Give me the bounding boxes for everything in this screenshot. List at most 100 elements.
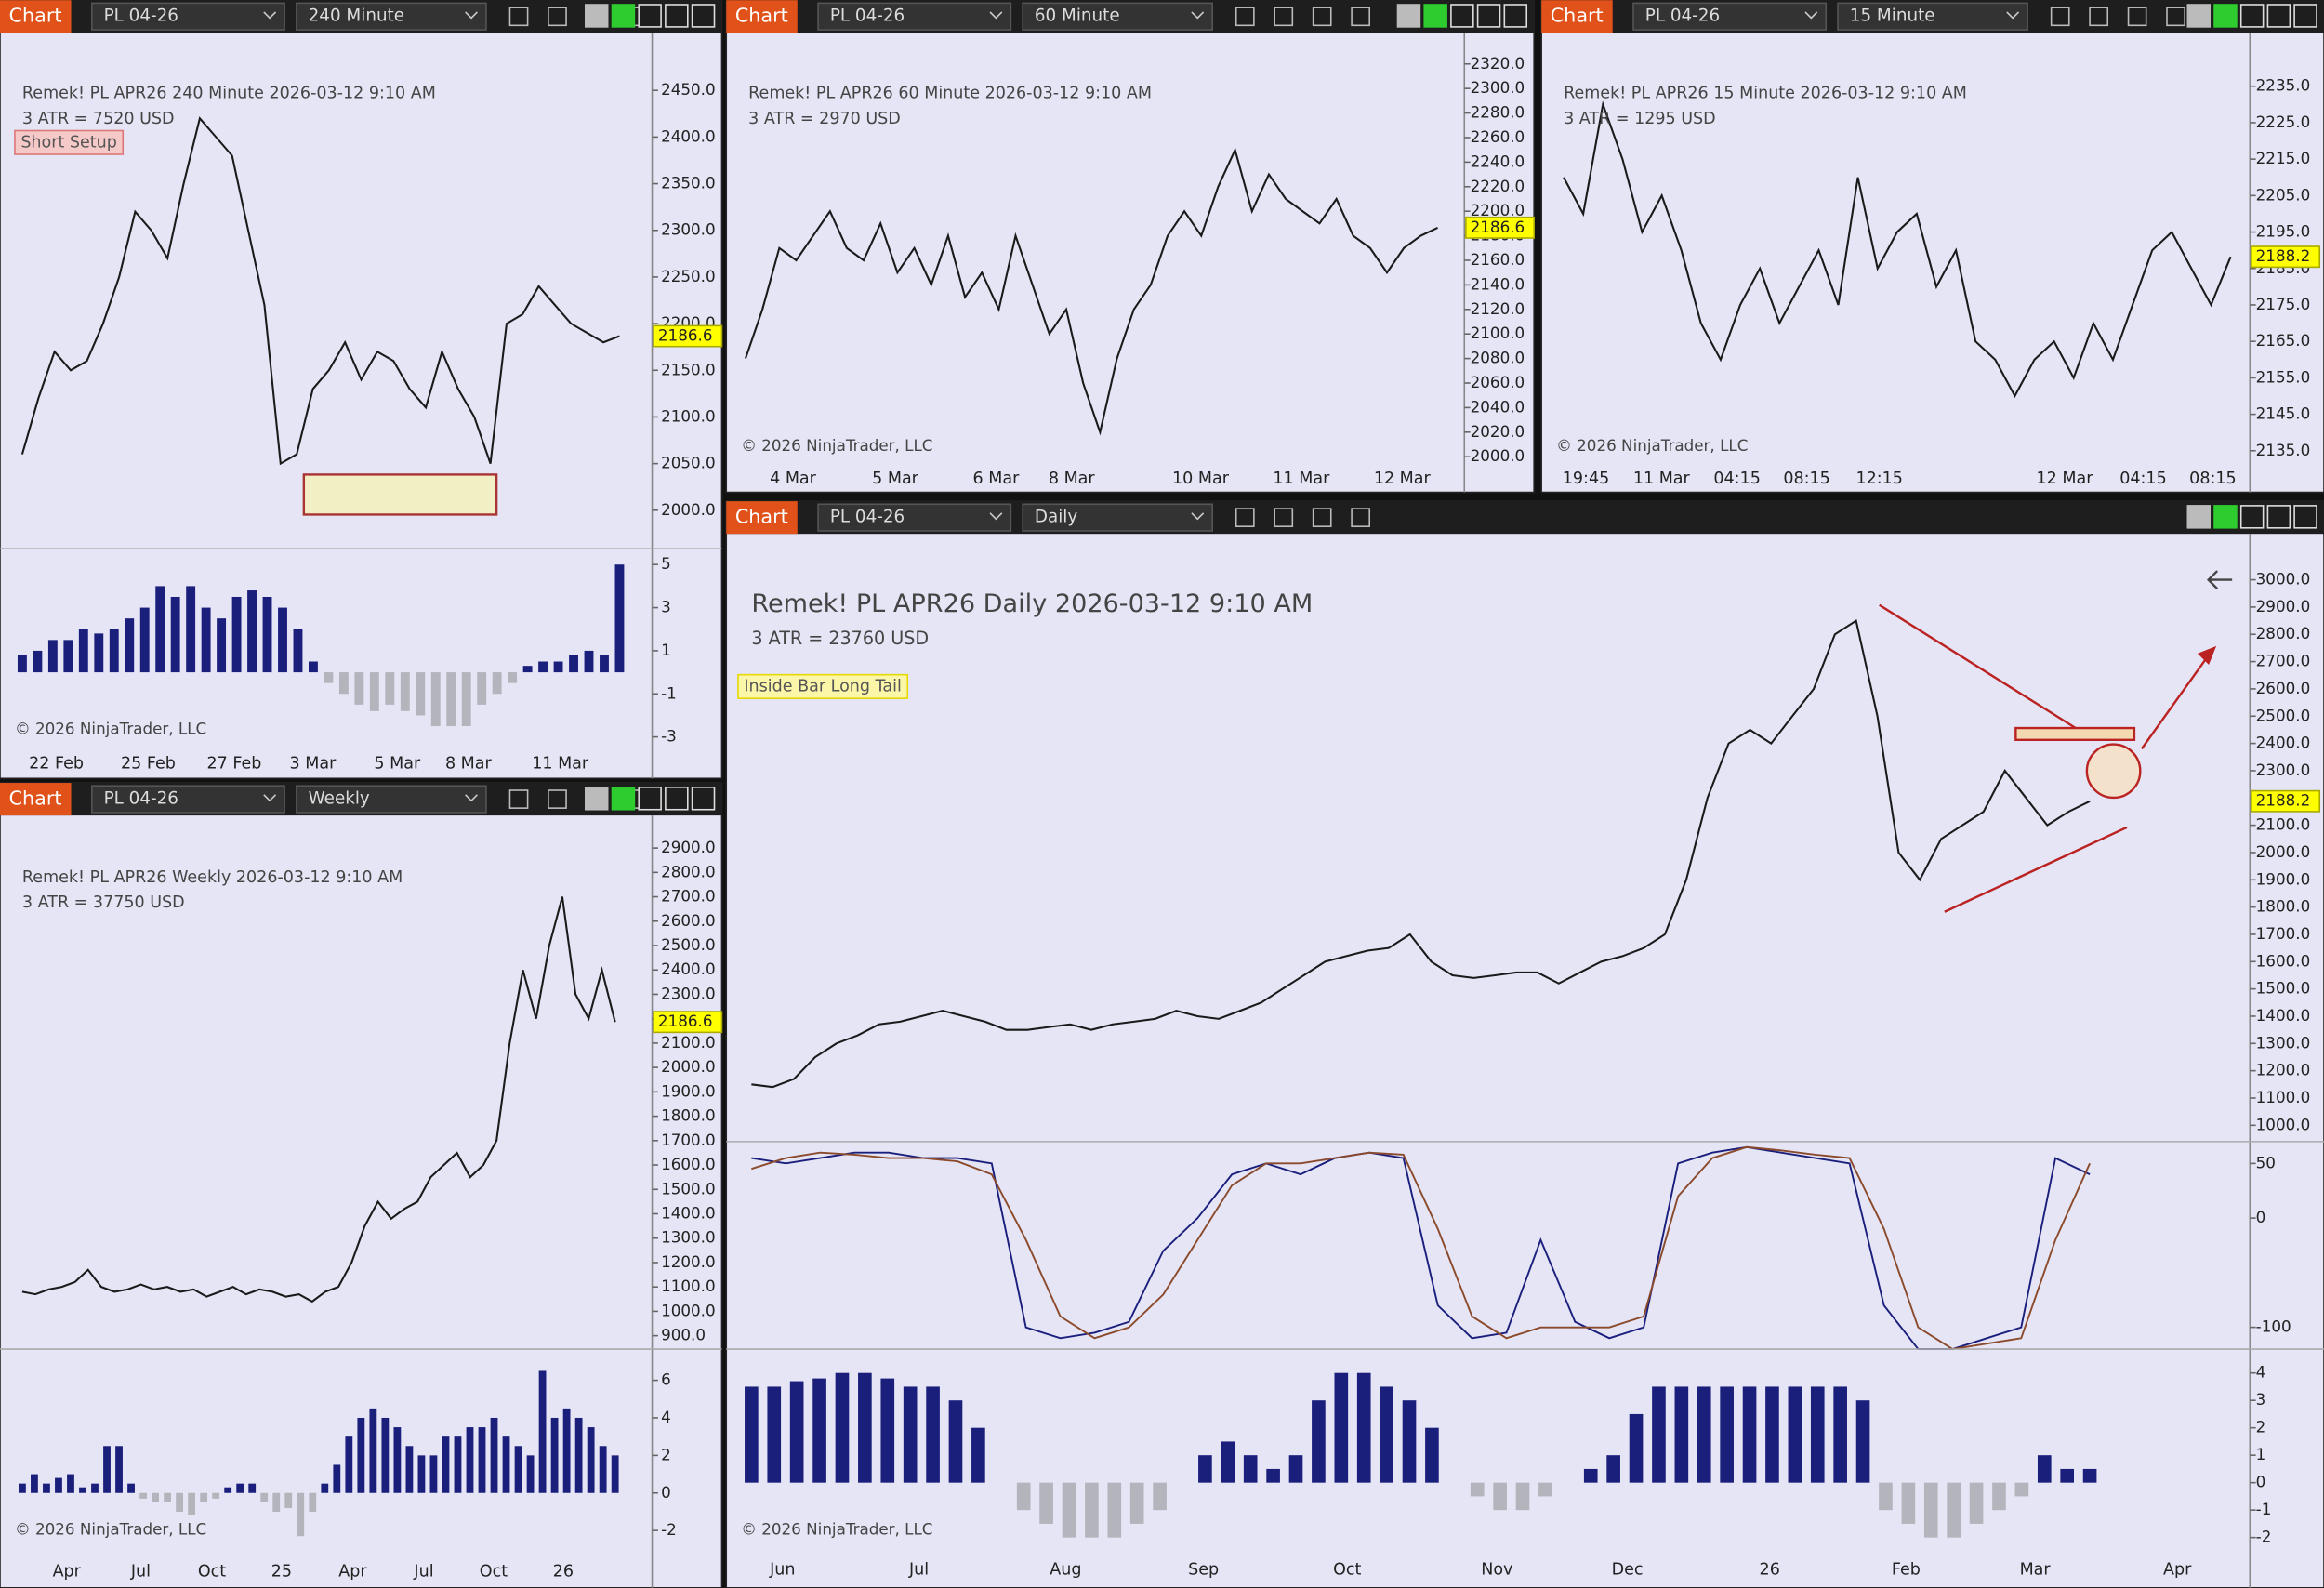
minimize-button[interactable] [638, 4, 662, 28]
histogram-bar [835, 1372, 850, 1483]
maximize-button[interactable] [2266, 505, 2291, 529]
tool-icon[interactable] [508, 789, 529, 809]
y-tick-label: 0 [2256, 1208, 2266, 1226]
y-tick-label: 2215.0 [2256, 149, 2311, 167]
price-badge-bg [653, 324, 723, 348]
minimize-button[interactable] [2239, 505, 2265, 529]
color-button[interactable] [584, 787, 609, 811]
minimize-button[interactable] [1450, 4, 1474, 28]
histogram-bar [231, 596, 242, 673]
close-button[interactable] [691, 787, 716, 811]
interval-select[interactable]: Daily [1035, 508, 1078, 527]
dropdown-chevron[interactable] [989, 11, 1003, 20]
histogram-bar [1992, 1482, 2006, 1511]
close-button[interactable] [1503, 4, 1528, 28]
tool-icon[interactable] [1274, 508, 1294, 528]
minimize-button[interactable] [638, 787, 662, 811]
interval-select[interactable]: 15 Minute [1850, 7, 1935, 26]
close-button[interactable] [2293, 505, 2317, 529]
dropdown-chevron[interactable] [1191, 11, 1205, 20]
color-button[interactable] [1396, 4, 1421, 28]
histogram-bar [324, 672, 334, 683]
interval-select-box[interactable] [296, 2, 487, 31]
color-button[interactable] [2186, 4, 2212, 28]
color-button[interactable] [2186, 505, 2212, 529]
maximize-button[interactable] [665, 787, 689, 811]
interval-select[interactable]: Weekly [309, 789, 370, 809]
dropdown-chevron[interactable] [465, 794, 478, 802]
dropdown-chevron[interactable] [263, 11, 277, 20]
chart-header: Remek! PL APR26 240 Minute 2026-03-12 9:… [22, 85, 436, 103]
instrument-select[interactable]: PL 04-26 [104, 7, 178, 26]
y-tick-label: 1900.0 [2256, 869, 2311, 888]
tool-icon[interactable] [548, 7, 567, 27]
interval-select[interactable]: 240 Minute [309, 7, 404, 26]
atr-label: 3 ATR = 23760 USD [751, 628, 929, 649]
dropdown-chevron[interactable] [2006, 11, 2020, 20]
histogram-bar [2082, 1468, 2097, 1483]
y-tick-label: 1400.0 [2256, 1006, 2311, 1025]
histogram-bar [587, 1427, 595, 1493]
interval-select-box[interactable] [1022, 503, 1214, 532]
tool-icon[interactable] [1235, 7, 1255, 27]
instrument-select-box[interactable] [817, 503, 1012, 532]
minimize-button[interactable] [2239, 4, 2265, 28]
y-tick-label: 2100.0 [661, 406, 716, 425]
instrument-select[interactable]: PL 04-26 [830, 7, 905, 26]
tool-icon[interactable] [2166, 7, 2185, 27]
link-button[interactable] [2213, 505, 2238, 529]
y-tick-label: 2300.0 [1471, 78, 1525, 97]
y-tick-label: 1700.0 [661, 1131, 716, 1149]
color-button[interactable] [584, 4, 609, 28]
dropdown-chevron[interactable] [1191, 512, 1205, 521]
tool-icon[interactable] [2050, 7, 2070, 27]
instrument-select-box[interactable] [91, 2, 285, 31]
interval-select-box[interactable] [1022, 2, 1214, 31]
tool-icon[interactable] [508, 7, 529, 27]
instrument-select[interactable]: PL 04-26 [104, 789, 178, 809]
maximize-button[interactable] [1476, 4, 1501, 28]
y-tick-label: 1200.0 [2256, 1061, 2311, 1079]
y-tick-label: 1800.0 [2256, 897, 2311, 916]
copyright: © 2026 NinjaTrader, LLC [15, 720, 206, 738]
tool-icon[interactable] [2089, 7, 2109, 27]
interval-select-box[interactable] [1837, 2, 2028, 31]
x-tick-label: Feb [1892, 1561, 1921, 1580]
instrument-select[interactable]: PL 04-26 [830, 508, 905, 527]
dropdown-chevron[interactable] [989, 512, 1003, 521]
window-frame [0, 0, 723, 780]
copyright: © 2026 NinjaTrader, LLC [741, 436, 932, 455]
back-arrow[interactable] [2206, 570, 2233, 590]
tool-icon[interactable] [1274, 7, 1294, 27]
instrument-select-box[interactable] [91, 785, 285, 814]
dropdown-chevron[interactable] [465, 11, 478, 20]
tool-icon[interactable] [2127, 7, 2147, 27]
close-button[interactable] [691, 4, 716, 28]
maximize-button[interactable] [2266, 4, 2291, 28]
y-tick-label: 2300.0 [661, 984, 716, 1002]
tool-icon[interactable] [1235, 508, 1255, 528]
histogram-bar [2014, 1482, 2029, 1497]
tool-icon[interactable] [1312, 7, 1332, 27]
histogram-bar [278, 607, 287, 673]
histogram-bar [430, 672, 441, 727]
instrument-select[interactable]: PL 04-26 [1645, 7, 1720, 26]
interval-select[interactable]: 60 Minute [1035, 7, 1120, 26]
dropdown-chevron[interactable] [1804, 11, 1818, 20]
instrument-select-box[interactable] [817, 2, 1012, 31]
tool-icon[interactable] [548, 789, 567, 809]
x-tick-label: 10 Mar [1172, 470, 1230, 488]
tool-icon[interactable] [1351, 7, 1371, 27]
maximize-button[interactable] [665, 4, 689, 28]
tool-icon[interactable] [1312, 508, 1332, 528]
link-button[interactable] [611, 787, 636, 811]
tool-icon[interactable] [1351, 508, 1371, 528]
dropdown-chevron[interactable] [263, 794, 277, 802]
interval-select-box[interactable] [296, 785, 487, 814]
histogram-bar [1879, 1482, 1893, 1511]
instrument-select-box[interactable] [1632, 2, 1828, 31]
link-button[interactable] [2213, 4, 2238, 28]
link-button[interactable] [611, 4, 636, 28]
link-button[interactable] [1423, 4, 1447, 28]
close-button[interactable] [2293, 4, 2317, 28]
